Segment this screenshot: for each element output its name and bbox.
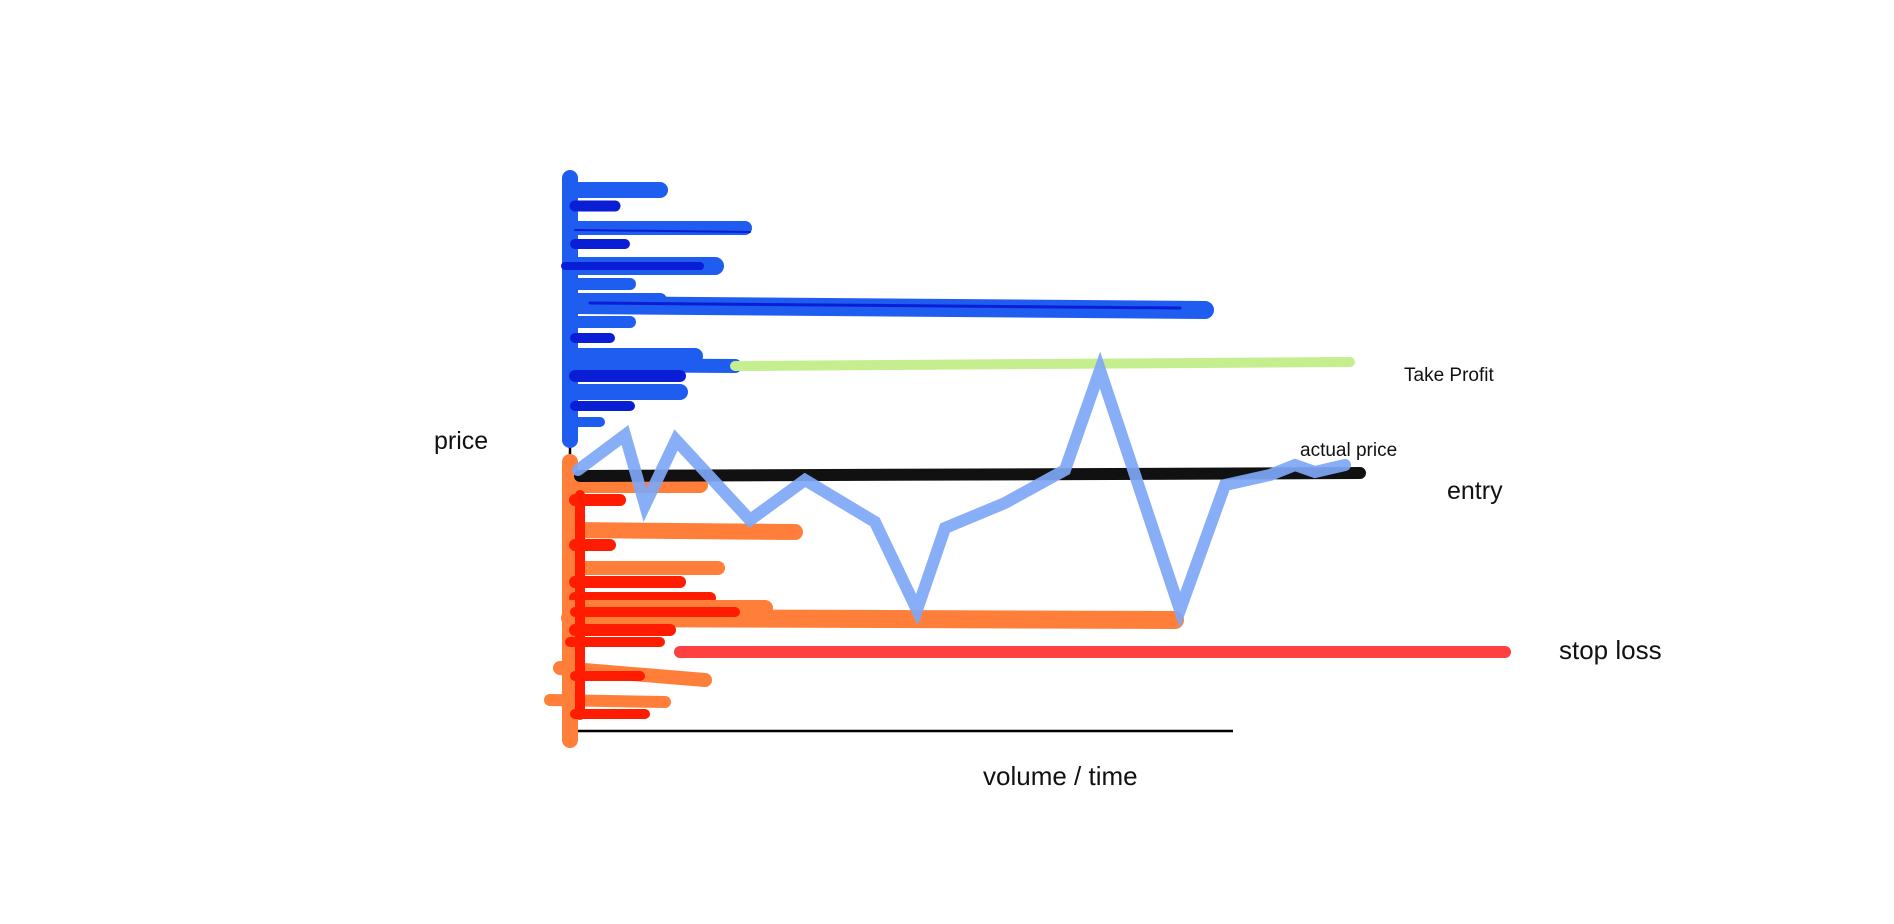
stop-loss-label: stop loss — [1559, 635, 1662, 665]
price-path — [572, 351, 1351, 629]
entry-label: entry — [1447, 477, 1503, 505]
actual-price-label: actual price — [1300, 440, 1397, 461]
sell-volume-profile — [544, 454, 1184, 748]
x-axis-label: volume / time — [983, 761, 1138, 791]
take-profit-label: Take Profit — [1404, 365, 1494, 386]
buy-volume-profile — [561, 170, 1214, 448]
y-axis-label: price — [434, 427, 488, 455]
take-profit-line — [730, 357, 1355, 371]
